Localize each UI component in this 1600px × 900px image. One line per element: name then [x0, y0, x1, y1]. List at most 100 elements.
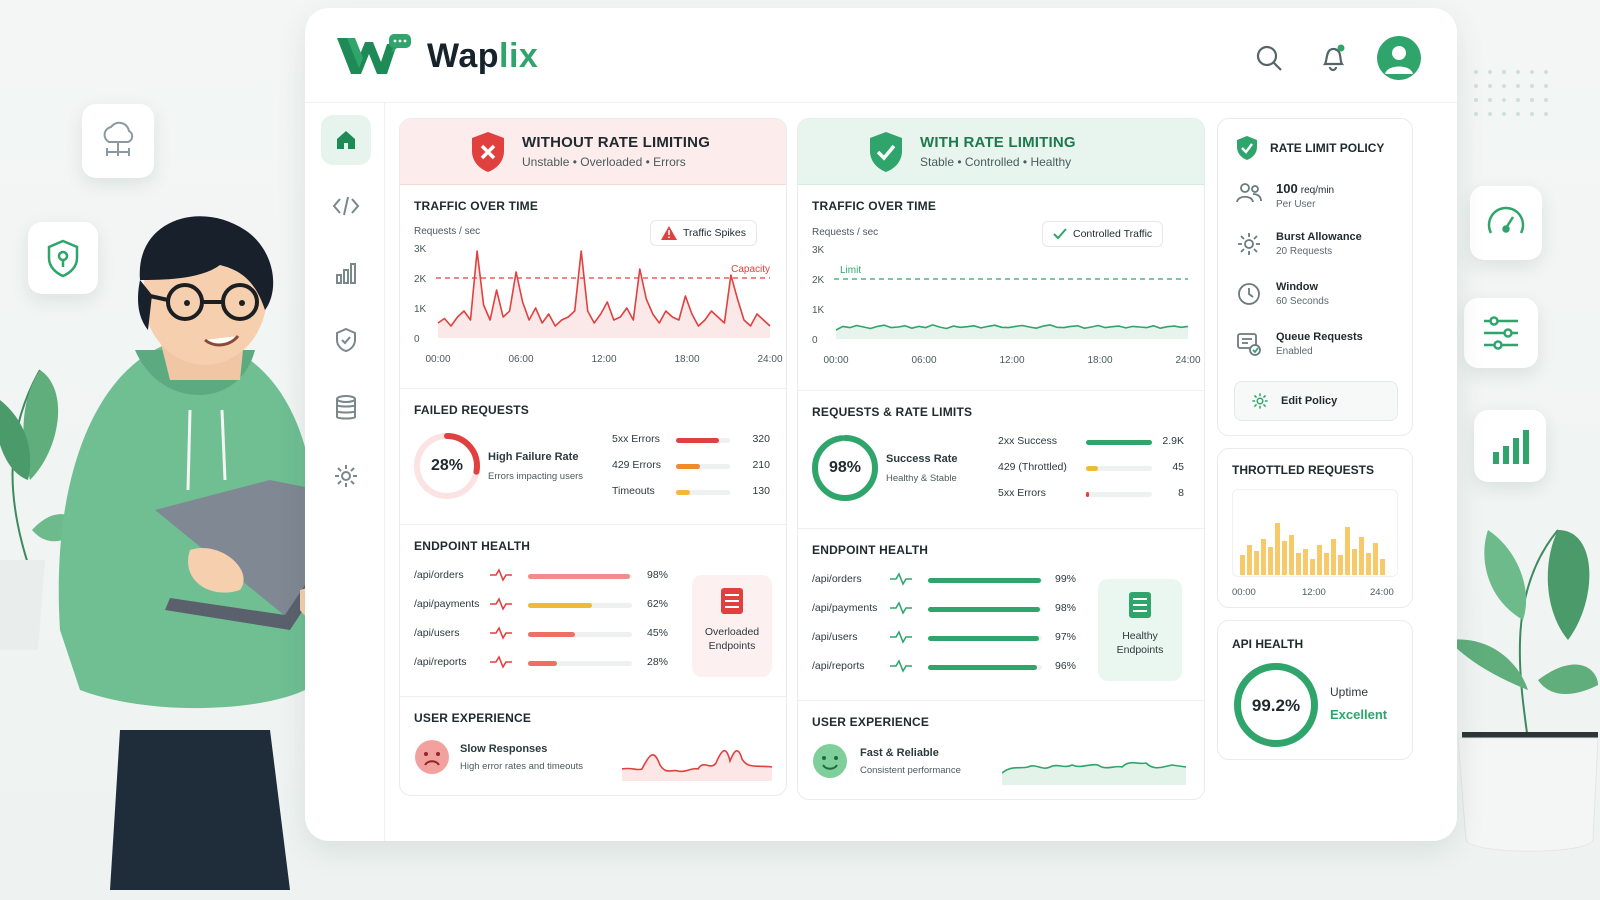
- sidebar-item-analytics[interactable]: [321, 248, 371, 298]
- good-endpoint-bar: [928, 636, 1042, 641]
- plant-right: [1448, 529, 1598, 852]
- shield-check-icon: [1237, 136, 1257, 160]
- search-button[interactable]: [1249, 38, 1289, 78]
- shield-x-icon: [472, 132, 504, 172]
- server-alert-icon: [721, 588, 743, 614]
- logo[interactable]: Waplix: [337, 34, 538, 78]
- policy-item-window: Window 60 Seconds: [1236, 281, 1329, 307]
- bad-endpoint-label: /api/payments: [414, 598, 480, 610]
- dot-pattern: [1474, 70, 1548, 116]
- pulse-icon: [890, 572, 912, 586]
- success-rate-sub: Healthy & Stable: [886, 473, 957, 484]
- good-endpoint-bar: [928, 665, 1042, 670]
- policy-window-sub: 60 Seconds: [1276, 296, 1329, 307]
- y-tick-label: 3K: [414, 244, 427, 255]
- brand-name: Waplix: [427, 36, 539, 75]
- shield-lock-icon: [47, 239, 79, 278]
- sidebar-item-security[interactable]: [321, 315, 371, 365]
- failed-row-label: 5xx Errors: [612, 433, 660, 445]
- overloaded-endpoints-status: Overloaded Endpoints: [692, 575, 772, 677]
- cloud-network-card: [82, 104, 154, 178]
- notifications-button[interactable]: [1313, 38, 1353, 78]
- edit-policy-button[interactable]: Edit Policy: [1234, 381, 1398, 421]
- with-ux-sub: Consistent performance: [860, 765, 961, 776]
- pulse-icon: [490, 655, 512, 669]
- y-tick-label: 0: [812, 335, 818, 346]
- sidebar-item-settings[interactable]: [321, 451, 371, 501]
- home-icon: [337, 131, 355, 149]
- good-endpoint-value: 97%: [1054, 631, 1076, 643]
- series-line: [835, 324, 1189, 331]
- rate-limit-policy-card: RATE LIMIT POLICY 100 req/min Per User B…: [1217, 118, 1413, 436]
- x-tick-label: 00:00: [425, 354, 450, 365]
- without-ux-sparkline: [622, 749, 772, 781]
- clock-icon: [1238, 283, 1260, 305]
- user-avatar[interactable]: [1377, 36, 1421, 80]
- bad-endpoint-label: /api/orders: [414, 569, 464, 581]
- throttled-bars: [1240, 523, 1385, 575]
- queue-icon: [1237, 333, 1261, 356]
- cloud-network-icon: [103, 121, 134, 156]
- with-traffic-title: TRAFFIC OVER TIME: [812, 199, 937, 213]
- bar-chart-card: [1474, 410, 1546, 482]
- sidebar-item-code[interactable]: [321, 181, 371, 231]
- success-rate-percent: 98%: [828, 459, 862, 476]
- request-row-bar-fill: [1086, 492, 1090, 497]
- with-ux-label: Fast & Reliable: [860, 747, 939, 759]
- good-endpoint-bar-fill: [928, 578, 1041, 583]
- server-check-icon: [1129, 592, 1151, 618]
- pulse-icon: [490, 626, 512, 640]
- without-traffic-section: TRAFFIC OVER TIME Requests / sec Traffic…: [400, 185, 786, 389]
- sidebar-item-home[interactable]: [321, 115, 371, 165]
- with-traffic-section: TRAFFIC OVER TIME Requests / sec Control…: [798, 185, 1204, 391]
- without-title: WITHOUT RATE LIMITING: [522, 134, 711, 151]
- good-endpoint-value: 98%: [1054, 602, 1076, 614]
- policy-queue-sub: Enabled: [1276, 346, 1313, 357]
- with-traffic-chart: 3K 2K 1K 0 00:00 06:00 12:00 18:00 24:00 Limit: [812, 245, 1201, 366]
- user-icon: [1385, 46, 1413, 74]
- bar-chart-icon: [336, 263, 356, 284]
- x-tick-label: 24:00: [1175, 355, 1200, 366]
- request-row-value: 8: [1178, 487, 1184, 499]
- y-tick-label: 2K: [414, 274, 427, 285]
- x-tick-label: 12:00: [591, 354, 616, 365]
- request-row-label: 429 (Throttled): [998, 461, 1067, 473]
- pulse-icon: [490, 568, 512, 582]
- gauge-card: [1470, 186, 1542, 260]
- failed-requests-title: FAILED REQUESTS: [414, 403, 530, 417]
- policy-window-label: Window: [1276, 281, 1319, 293]
- reference-label: Capacity: [731, 264, 770, 275]
- bad-endpoint-bar-fill: [528, 632, 575, 637]
- request-row-label: 5xx Errors: [998, 487, 1046, 499]
- with-endpoint-title: ENDPOINT HEALTH: [812, 543, 929, 557]
- policy-rate-number: 100: [1276, 181, 1298, 196]
- sad-face-icon: [415, 740, 449, 774]
- with-endpoint-section: ENDPOINT HEALTH /api/orders 99% /api/payme…: [798, 529, 1204, 701]
- check-icon: [1053, 228, 1067, 240]
- bad-endpoint-bar-fill: [528, 661, 558, 666]
- x-tick-label: 12:00: [999, 355, 1024, 366]
- failure-rate-percent: 28%: [430, 457, 464, 474]
- bar-chart-icon: [1493, 430, 1529, 464]
- bad-endpoint-label: /api/users: [414, 627, 460, 639]
- without-subtitle: Unstable • Overloaded • Errors: [522, 155, 686, 169]
- bad-endpoint-value: 98%: [646, 569, 668, 581]
- x-tick-label: 24:00: [757, 354, 782, 365]
- failed-row-bar: [676, 438, 730, 443]
- without-traffic-title: TRAFFIC OVER TIME: [414, 199, 539, 213]
- series-area: [836, 324, 1188, 339]
- policy-item-per-user: 100 req/min Per User: [1236, 181, 1334, 210]
- with-ux-sparkline: [1002, 761, 1186, 785]
- policy-title: RATE LIMIT POLICY: [1270, 141, 1385, 155]
- good-endpoint-label: /api/payments: [812, 602, 878, 614]
- failed-row-value: 210: [752, 459, 770, 471]
- sidebar-item-database[interactable]: [321, 383, 371, 433]
- good-endpoint-value: 96%: [1054, 660, 1076, 672]
- y-tick-label: 3K: [812, 245, 825, 256]
- database-icon: [336, 395, 356, 420]
- bad-endpoint-value: 28%: [646, 656, 668, 668]
- bad-endpoint-bar-fill: [528, 603, 593, 608]
- ring-progress: [812, 435, 878, 501]
- with-title: WITH RATE LIMITING: [920, 134, 1076, 151]
- bad-endpoint-bar: [528, 632, 632, 637]
